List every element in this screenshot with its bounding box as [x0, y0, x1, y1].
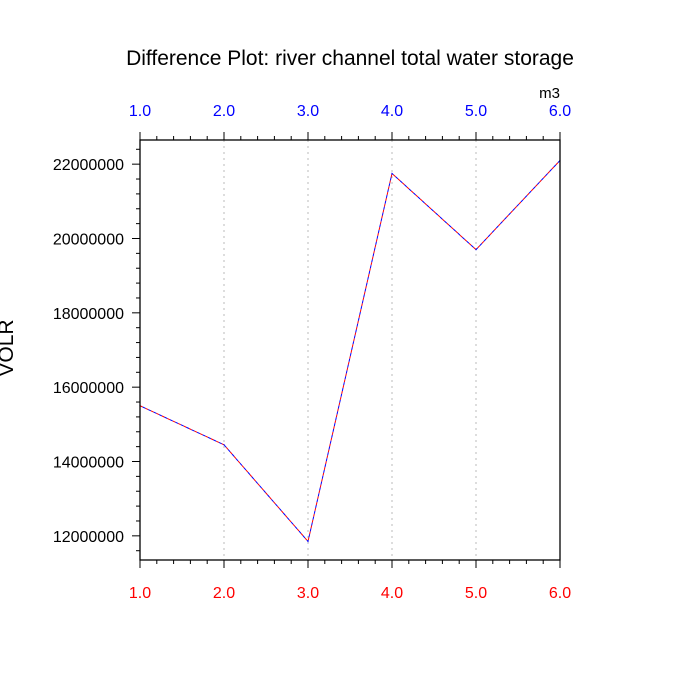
- x-tick-label-bottom: 4.0: [381, 585, 403, 602]
- x-tick-label-bottom: 5.0: [465, 585, 487, 602]
- data-point: [307, 540, 309, 543]
- x-tick-label-bottom: 3.0: [297, 585, 319, 602]
- x-tick-label-bottom: 6.0: [549, 585, 571, 602]
- y-axis-label: VOLR: [0, 319, 18, 376]
- tick-layer: [132, 132, 561, 568]
- units-label: m3: [539, 85, 560, 102]
- y-tick-label: 18000000: [53, 306, 124, 323]
- series-line-a: [139, 160, 561, 543]
- label-layer: 1.0 1.0 2.0 2.0 3.0 3.0 4.0 4.0 5.0 5.0 6.0 6.0 1200…: [53, 103, 571, 602]
- y-tick-label: 14000000: [53, 455, 124, 472]
- series-line-b: [139, 160, 561, 543]
- x-tick-label-top: 1.0: [129, 103, 151, 120]
- x-tick-label-top: 4.0: [381, 103, 403, 120]
- x-tick-label-top: 6.0: [549, 103, 571, 120]
- data-point: [391, 172, 393, 175]
- data-point: [223, 444, 225, 446]
- y-tick-label: 22000000: [53, 157, 124, 174]
- data-point: [475, 249, 477, 251]
- y-tick-label: 20000000: [53, 231, 124, 248]
- grid-layer: [223, 140, 477, 560]
- y-tick-label: 12000000: [53, 529, 124, 546]
- x-tick-label-bottom: 1.0: [129, 585, 151, 602]
- plot-frame: [139, 139, 561, 561]
- y-tick-label: 16000000: [53, 380, 124, 397]
- x-tick-label-top: 5.0: [465, 103, 487, 120]
- x-tick-label-top: 3.0: [297, 103, 319, 120]
- x-tick-label-top: 2.0: [213, 103, 235, 120]
- chart-title: Difference Plot: river channel total wat…: [126, 47, 574, 70]
- x-tick-label-bottom: 2.0: [213, 585, 235, 602]
- series-layer: [139, 159, 561, 543]
